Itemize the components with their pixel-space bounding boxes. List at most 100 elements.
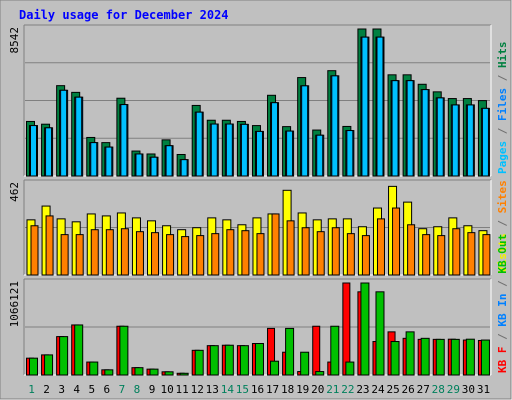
bar-pages (421, 89, 429, 177)
bar-sites (422, 234, 431, 276)
bar-kb-out (104, 369, 114, 376)
legend-visits: Visits / Sites (496, 180, 509, 273)
bar-sites (301, 227, 310, 276)
day-label: 21 (326, 383, 339, 396)
legend-entry: KB Out (496, 234, 509, 274)
bar-kb-f (342, 282, 351, 376)
day-label: 1 (28, 383, 35, 396)
bar-kb-f (312, 325, 321, 376)
legend-entry: / (496, 68, 509, 88)
bar-pages (180, 159, 188, 177)
bar-sites (392, 207, 401, 276)
legend-entry: KB F (496, 347, 509, 374)
panel-hits: 8542 Pages / Files / Hits (8, 24, 509, 177)
bar-sites (135, 231, 144, 276)
legend-entry: Visits (496, 233, 509, 273)
bar-kb-out (224, 344, 234, 376)
bar-sites (196, 235, 205, 276)
bar-kb-out (164, 371, 174, 376)
bar-sites (226, 229, 235, 276)
day-label: 24 (371, 383, 385, 396)
bar-kb-out (209, 345, 219, 376)
day-label: 22 (341, 383, 354, 396)
bar-kb-out (285, 327, 295, 376)
bar-kb-out (119, 325, 129, 376)
bar-kb-out (405, 331, 415, 376)
bar-sites (376, 218, 385, 276)
bar-kb-out (134, 367, 144, 376)
bar-sites (105, 229, 114, 276)
bar-sites (90, 229, 99, 276)
legend-kbytes: KB F / KB In / KB Out (496, 234, 509, 373)
bar-kb-out (450, 338, 460, 376)
day-label: 9 (149, 383, 156, 396)
bar-kb-out (300, 351, 310, 376)
scale-label-hits: 8542 (8, 27, 21, 54)
bar-kb-out (89, 361, 99, 376)
day-label: 27 (417, 383, 430, 396)
bar-pages (255, 130, 263, 177)
day-label: 12 (191, 383, 204, 396)
panel-visits: 462 Visits / Sites (8, 179, 509, 276)
bar-kb-out (480, 339, 490, 376)
day-label: 28 (432, 383, 445, 396)
bar-sites (316, 231, 325, 276)
scale-label-kbytes: 1066121 (8, 281, 21, 327)
bar-pages (225, 123, 233, 177)
bar-pages (286, 130, 294, 177)
bar-kb-out (149, 368, 159, 376)
bar-pages (406, 80, 414, 177)
bar-pages (391, 80, 399, 177)
bar-kb-out (465, 338, 475, 376)
legend-entry: KB In (496, 294, 509, 327)
day-label: 4 (73, 383, 80, 396)
day-label: 19 (296, 383, 309, 396)
bar-pages (346, 130, 354, 177)
bar-kb-out (420, 337, 430, 376)
bar-kb-out (29, 357, 38, 376)
chart-title: Daily usage for December 2024 (19, 8, 229, 22)
bar-kb-out (330, 325, 340, 376)
bar-kb-out (254, 343, 264, 376)
bar-kb-out (390, 341, 400, 376)
bar-pages (30, 125, 37, 177)
bar-pages (90, 142, 98, 177)
bar-pages (165, 145, 173, 177)
bar-pages (376, 36, 384, 177)
bar-pages (150, 156, 158, 177)
bar-sites (30, 225, 39, 276)
bar-pages (436, 97, 444, 177)
panel-kbytes: 1066121 KB F / KB In / KB Out (8, 234, 509, 376)
bar-sites (286, 220, 295, 276)
day-label: 5 (88, 383, 95, 396)
legend-entry: / (496, 327, 509, 347)
bar-sites (346, 233, 355, 276)
bar-sites (75, 234, 84, 276)
day-label: 6 (104, 383, 111, 396)
bar-kb-out (315, 371, 325, 376)
bar-pages (75, 96, 83, 177)
bar-sites (271, 213, 280, 276)
bar-pages (481, 107, 489, 177)
day-label: 26 (402, 383, 415, 396)
bar-sites (437, 235, 446, 276)
day-label: 17 (266, 383, 279, 396)
bar-sites (181, 236, 190, 276)
bar-pages (316, 134, 324, 177)
bar-kb-out (44, 354, 54, 376)
day-label: 25 (386, 383, 399, 396)
bar-sites (241, 230, 250, 276)
scale-label-visits: 462 (8, 182, 21, 202)
bar-kb-out (74, 324, 84, 376)
bar-sites (60, 234, 69, 276)
bar-kb-out (360, 282, 370, 376)
bar-pages (361, 36, 369, 177)
day-label: 8 (134, 383, 141, 396)
bar-sites (211, 233, 220, 276)
bar-sites (407, 224, 416, 276)
bar-sites (256, 233, 265, 276)
day-label: 30 (462, 383, 475, 396)
bar-pages (451, 104, 459, 177)
legend-entry: Files (496, 88, 509, 121)
